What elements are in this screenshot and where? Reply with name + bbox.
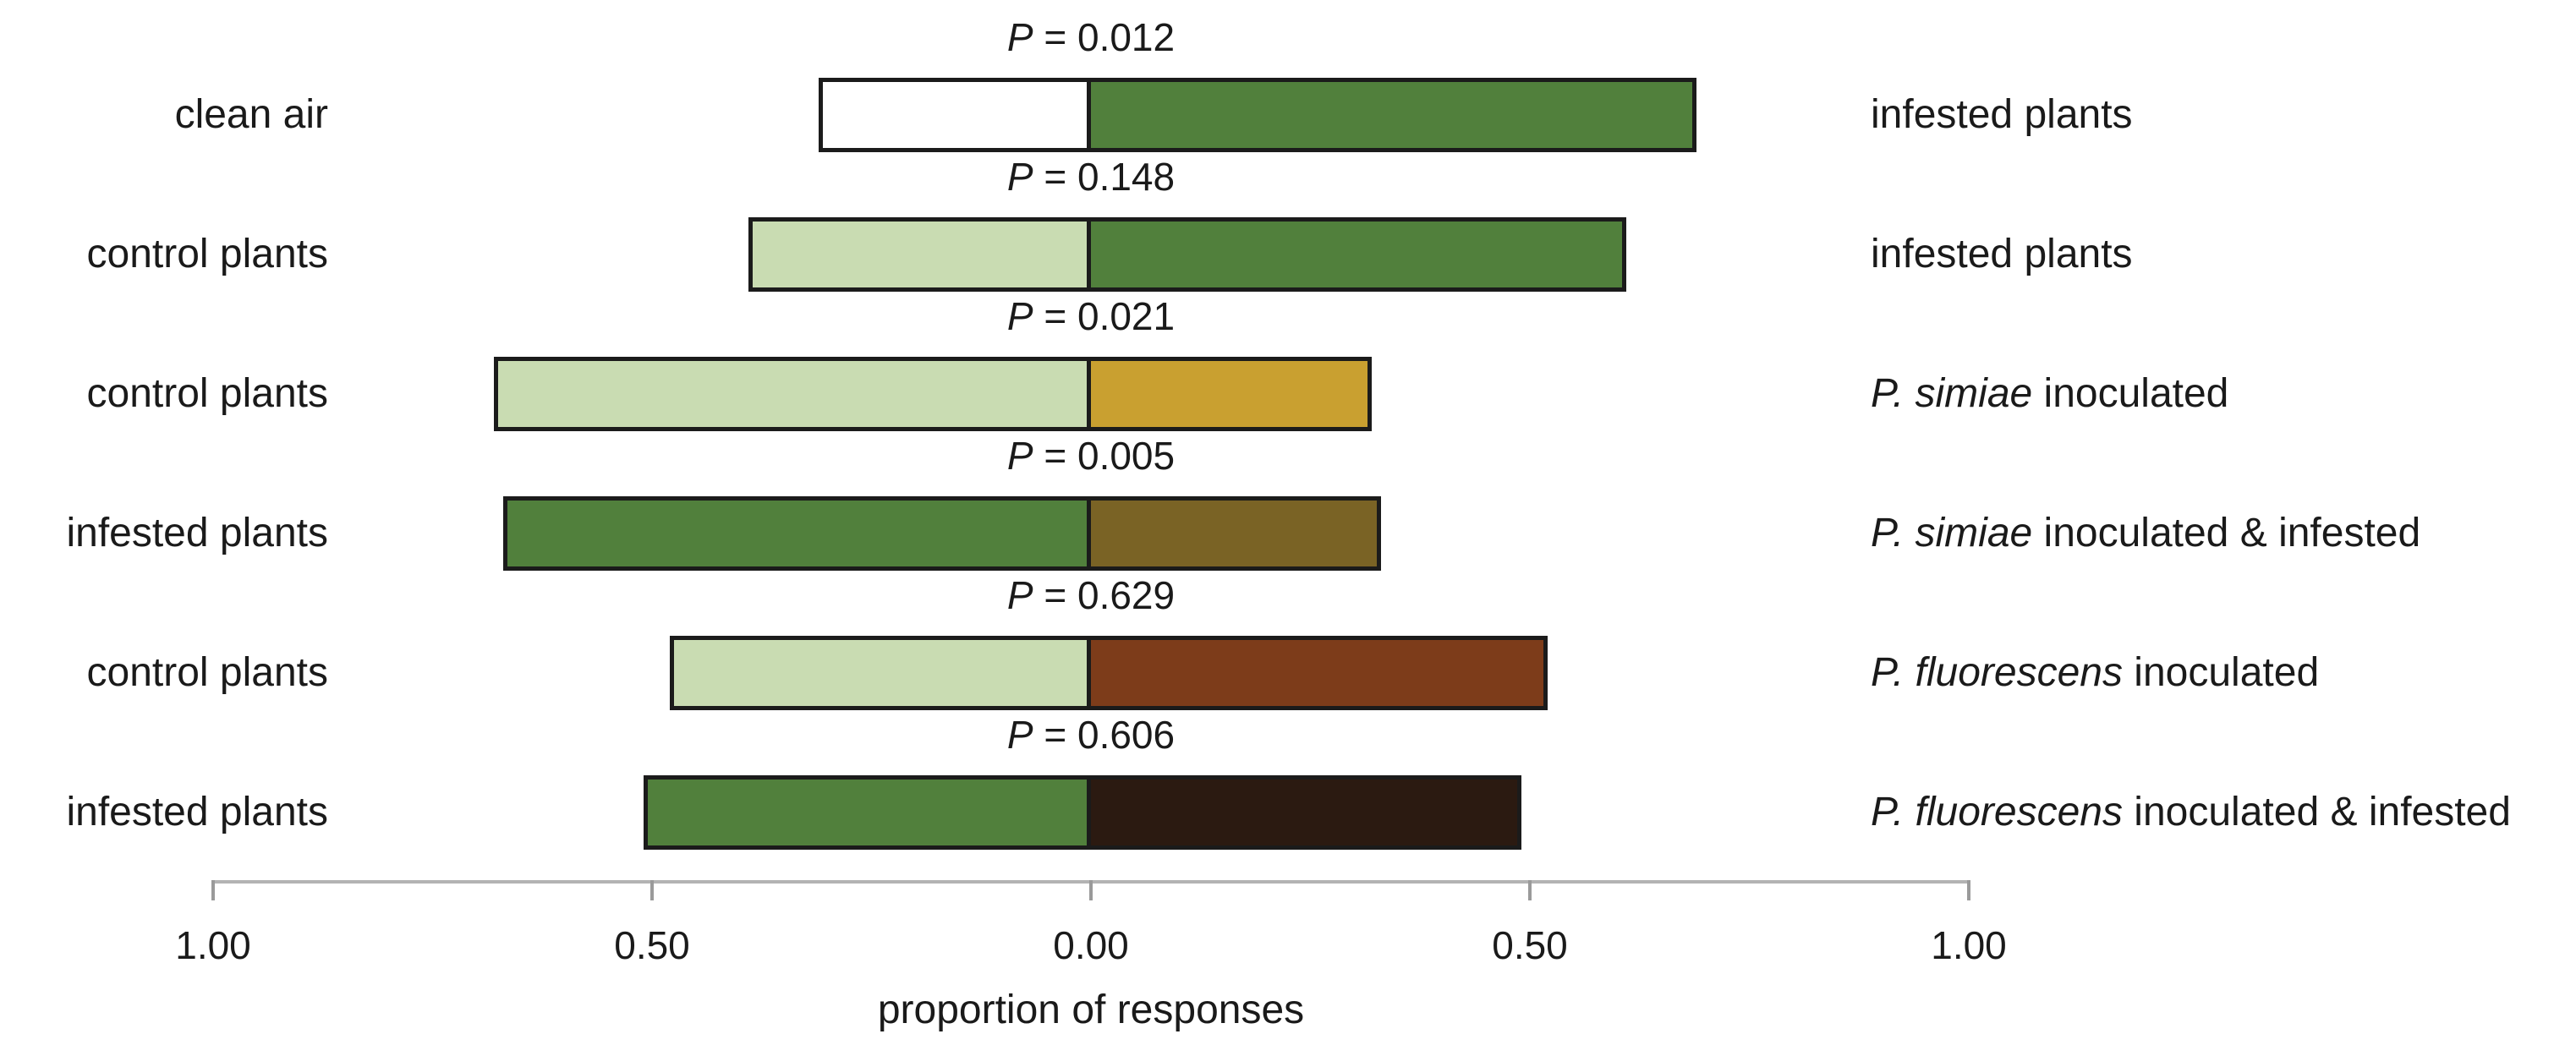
axis-tick-label: 0.50 xyxy=(614,923,690,967)
row-right-label: P. simiae inoculated & infested xyxy=(1871,511,2421,555)
bar-segment-right xyxy=(1091,357,1372,431)
row-left-label: control plants xyxy=(86,650,329,695)
row-left-label: infested plants xyxy=(66,511,328,555)
p-value-label: P = 0.012 xyxy=(1006,15,1176,59)
bar-segment-left xyxy=(670,636,1091,710)
bar-segment-left xyxy=(503,496,1091,571)
axis-tick xyxy=(650,880,654,900)
row-left-label: infested plants xyxy=(66,790,328,834)
axis-tick-label: 0.00 xyxy=(1053,923,1129,967)
axis-tick xyxy=(1528,880,1532,900)
p-value-label: P = 0.021 xyxy=(1006,294,1176,338)
axis-tick-label: 1.00 xyxy=(175,923,251,967)
axis-tick xyxy=(1967,880,1970,900)
row-right-label: P. fluorescens inoculated xyxy=(1871,650,2320,695)
p-value-label: P = 0.148 xyxy=(1006,155,1176,199)
bar-segment-left xyxy=(494,357,1091,431)
bar-segment-right xyxy=(1091,636,1548,710)
axis-tick-label: 0.50 xyxy=(1492,923,1568,967)
axis-title: proportion of responses xyxy=(877,988,1305,1032)
row-left-label: control plants xyxy=(86,371,329,416)
axis-tick-label: 1.00 xyxy=(1931,923,2007,967)
bar-segment-right xyxy=(1091,78,1696,152)
bar-segment-left xyxy=(819,78,1091,152)
axis-tick xyxy=(211,880,215,900)
p-value-label: P = 0.005 xyxy=(1006,434,1176,478)
row-right-label: P. fluorescens inoculated & infested xyxy=(1871,790,2511,834)
p-value-label: P = 0.606 xyxy=(1006,713,1176,757)
row-right-label: infested plants xyxy=(1871,232,2133,276)
bar-segment-right xyxy=(1091,217,1626,292)
bar-segment-left xyxy=(644,775,1091,850)
p-value-label: P = 0.629 xyxy=(1006,573,1176,617)
bar-segment-right xyxy=(1091,775,1521,850)
row-left-label: clean air xyxy=(174,92,328,137)
bar-segment-left xyxy=(748,217,1091,292)
row-left-label: control plants xyxy=(86,232,329,276)
axis-tick xyxy=(1089,880,1093,900)
row-right-label: P. simiae inoculated xyxy=(1871,371,2229,416)
row-right-label: infested plants xyxy=(1871,92,2133,137)
bar-segment-right xyxy=(1091,496,1381,571)
